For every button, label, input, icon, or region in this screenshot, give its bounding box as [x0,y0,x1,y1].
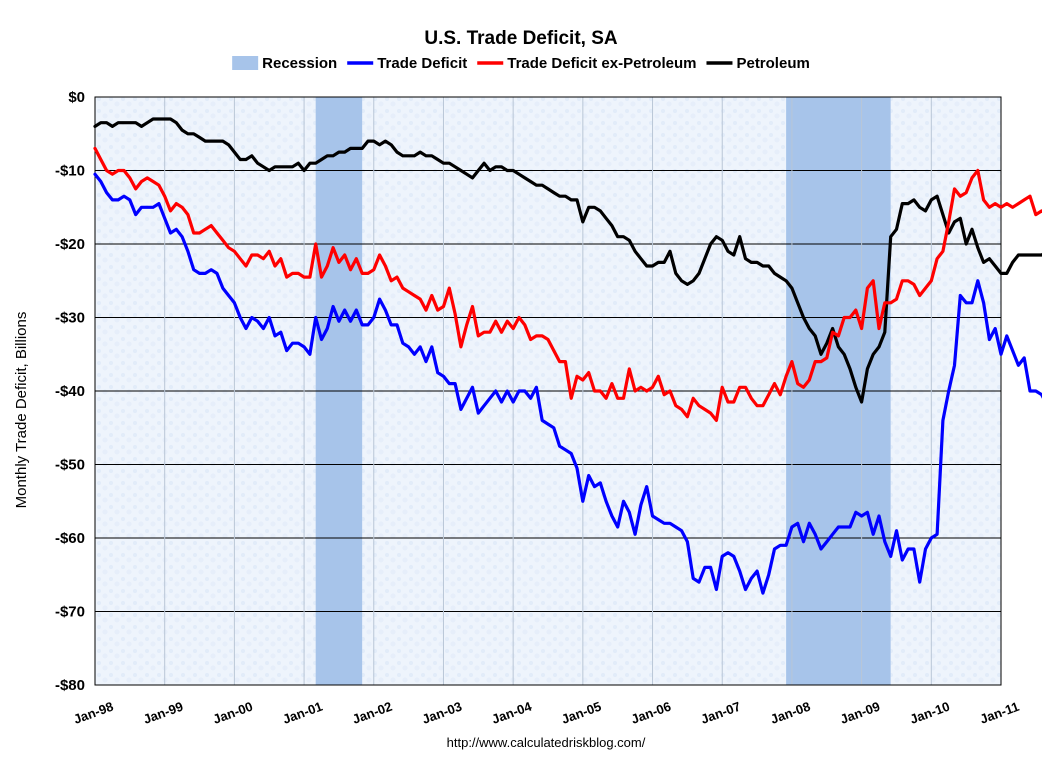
legend-swatch-recession [232,56,259,70]
x-tick-label: Jan-02 [350,699,394,727]
x-tick-label: Jan-08 [768,699,812,727]
x-tick-label: Jan-01 [281,699,325,727]
x-tick-label: Jan-03 [420,699,464,727]
legend-label-trade-deficit: Trade Deficit [377,55,467,72]
y-tick-label: -$30 [55,310,85,327]
legend-label-trade-deficit-ex-petroleum: Trade Deficit ex-Petroleum [507,55,696,72]
x-tick-label: Jan-98 [72,699,116,727]
x-tick-label: Jan-10 [908,699,952,727]
gridlines [95,97,1001,685]
y-tick-label: $0 [68,89,85,106]
y-tick-label: -$60 [55,530,85,547]
legend: Recession Trade Deficit Trade Deficit ex-P… [232,55,810,72]
y-tick-label: -$80 [55,677,85,694]
x-tick-label: Jan-00 [211,699,255,727]
y-tick-label: -$20 [55,236,85,253]
x-axis-ticks: Jan-98 Jan-99 Jan-00 Jan-01 Jan-02 Jan-03 Jan-… [72,698,1022,726]
x-tick-label: Jan-05 [559,699,603,727]
series-line-trade-deficit [93,172,1042,595]
y-tick-label: -$70 [55,604,85,621]
x-tick-label: Jan-09 [838,699,882,727]
source-url: http://www.calculatedriskblog.com/ [447,735,646,750]
x-tick-label: Jan-07 [699,699,743,727]
series-line-petroleum [93,117,1042,404]
x-tick-label: Jan-99 [141,699,185,727]
plot-border [94,96,1002,686]
series-line-trade-deficit-ex-petroleum [93,146,1042,422]
y-tick-label: -$10 [55,163,85,180]
y-tick-label: -$50 [55,457,85,474]
y-tick-label: -$40 [55,383,85,400]
x-tick-label: Jan-04 [490,698,535,726]
series-lines [93,117,1042,595]
legend-label-recession: Recession [262,55,337,72]
x-tick-label: Jan-11 [978,699,1021,727]
chart-title: U.S. Trade Deficit, SA [424,28,617,49]
legend-label-petroleum: Petroleum [736,55,809,72]
y-axis-ticks: $0 -$10 -$20 -$30 -$40 -$50 -$60 -$70 -$80 [55,89,85,694]
x-tick-label: Jan-06 [629,699,673,727]
y-axis-label: Monthly Trade Deficit, Billions [13,312,30,509]
